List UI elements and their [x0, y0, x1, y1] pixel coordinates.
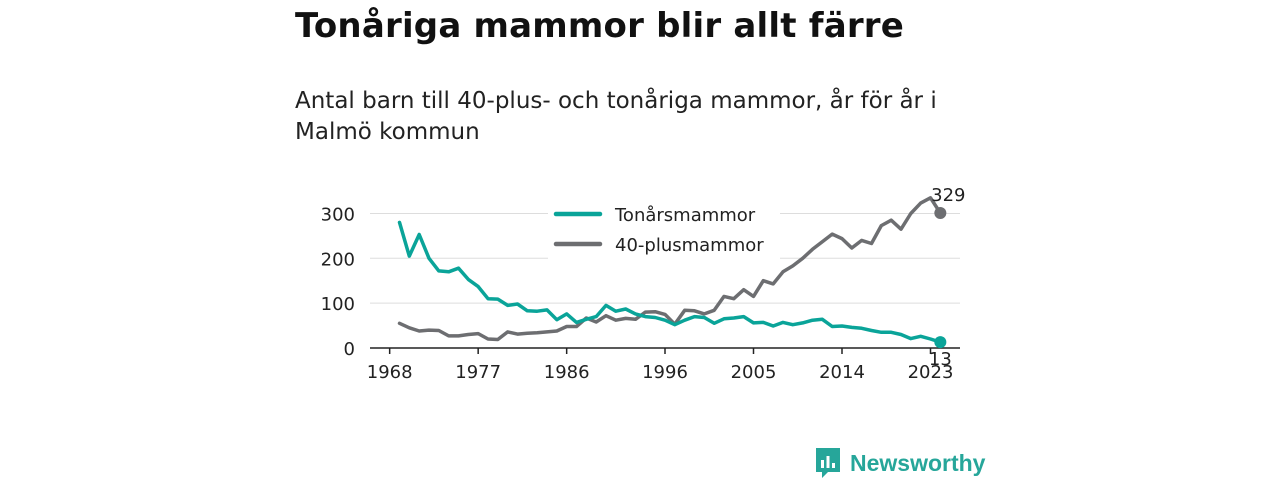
x-tick-label: 1996	[642, 362, 688, 383]
legend-background	[548, 198, 780, 264]
y-tick-label: 0	[344, 339, 355, 360]
chart-title: Tonåriga mammor blir allt färre	[295, 6, 905, 46]
legend: Tonårsmammor 40-plusmammor	[548, 198, 780, 264]
legend-label-over40: 40-plusmammor	[615, 235, 764, 256]
x-tick-label: 2005	[731, 362, 777, 383]
end-label-over40: 329	[931, 185, 965, 206]
chart-subtitle: Antal barn till 40-plus- och tonåriga ma…	[295, 88, 937, 145]
x-tick-label: 2023	[908, 362, 954, 383]
x-tick-label: 1977	[455, 362, 501, 383]
end-point-over40	[934, 207, 947, 220]
newsworthy-logo-icon	[816, 448, 840, 478]
series-line-over40	[397, 196, 943, 342]
x-tick-label: 2014	[819, 362, 865, 383]
y-tick-label: 100	[321, 294, 355, 315]
x-tick-label: 1968	[367, 362, 413, 383]
y-tick-label: 300	[321, 204, 355, 225]
logo-text: Newsworthy	[850, 449, 986, 476]
newsworthy-logo: Newsworthy	[814, 446, 985, 480]
series-line-teen	[397, 220, 943, 344]
end-point-teen	[934, 336, 947, 349]
y-axis: 0 100 200 300	[321, 204, 355, 360]
x-tick-label: 1986	[544, 362, 590, 383]
y-tick-label: 200	[321, 249, 355, 270]
end-label-teen: 13	[929, 349, 952, 370]
legend-label-teen: Tonårsmammor	[614, 205, 756, 226]
x-axis: 1968 1977 1986 1996 2005 2014 2023	[367, 347, 960, 383]
series-lines: 329 13	[397, 185, 966, 370]
